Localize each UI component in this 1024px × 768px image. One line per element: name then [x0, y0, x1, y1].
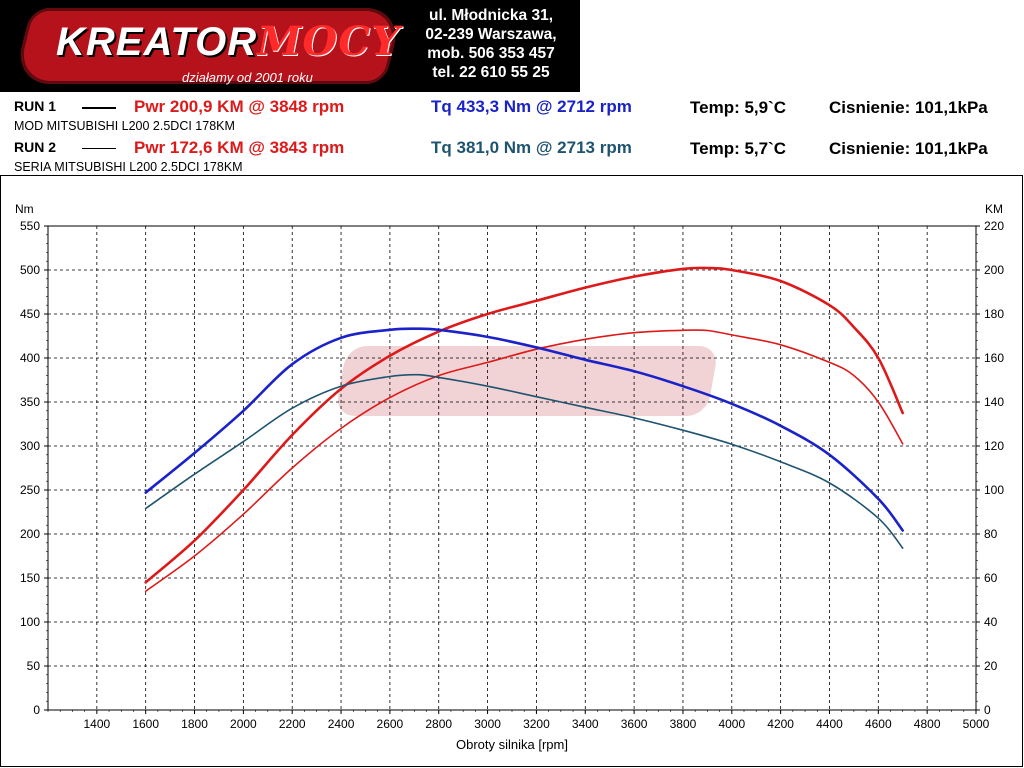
x-tick-label: 5000 [963, 717, 990, 731]
y-left-tick-label: 200 [20, 527, 40, 541]
run1-pwr: Pwr 200,9 KM @ 3848 rpm [134, 97, 345, 116]
run1-label: RUN 1 [14, 98, 57, 114]
y-left-tick-label: 500 [20, 263, 40, 277]
y-left-tick-label: 150 [20, 571, 40, 585]
pwr-run1-curve [144, 266, 904, 584]
run2-temp: Temp: 5,7`C [690, 139, 787, 158]
y-right-tick-label: 120 [984, 439, 1004, 453]
right-axis-unit: KM [985, 202, 1003, 216]
run2-pwr: Pwr 172,6 KM @ 3843 rpm [134, 138, 345, 157]
tq-run2-curve [144, 373, 904, 549]
x-tick-label: 2400 [328, 717, 355, 731]
logo-tagline: działamy od 2001 roku [182, 70, 313, 85]
x-tick-label: 4200 [767, 717, 794, 731]
x-tick-label: 4600 [865, 717, 892, 731]
x-tick-label: 3600 [621, 717, 648, 731]
y-right-tick-label: 40 [984, 615, 998, 629]
y-left-tick-label: 550 [20, 219, 40, 233]
x-tick-label: 3800 [670, 717, 697, 731]
run2-pressure: Cisnienie: 101,1kPa [829, 139, 988, 158]
chart-series [144, 266, 904, 592]
left-axis-unit: Nm [15, 202, 34, 216]
y-right-tick-label: 60 [984, 571, 998, 585]
y-right-tick-label: 20 [984, 659, 998, 673]
y-right-tick-label: 140 [984, 395, 1004, 409]
chart-axes: 1400 1600 1800 2000 2200 2400 2600 2800 3000 3200… [20, 219, 1004, 731]
logo-text: KREATORMOCY [56, 18, 401, 65]
x-tick-label: 1800 [181, 717, 208, 731]
x-tick-label: 2200 [279, 717, 306, 731]
run1-desc: MOD MITSUBISHI L200 2.5DCI 178KM [14, 119, 235, 133]
y-right-tick-label: 200 [984, 263, 1004, 277]
address-line: 02-239 Warszawa, [425, 26, 557, 43]
y-right-tick-label: 220 [984, 219, 1004, 233]
address-block: ul. Młodnicka 31, 02-239 Warszawa, mob. … [404, 6, 578, 82]
x-tick-label: 1600 [132, 717, 159, 731]
chart-grid [47, 225, 977, 711]
x-axis-label: Obroty silnika [rpm] [456, 737, 568, 752]
y-left-tick-label: 400 [20, 351, 40, 365]
logo-banner: KREATORMOCY działamy od 2001 roku ul. Mł… [0, 0, 580, 92]
plot-area [47, 225, 977, 711]
x-tick-label: 4000 [718, 717, 745, 731]
pwr-run2-curve [144, 329, 904, 592]
y-right-tick-label: 180 [984, 307, 1004, 321]
run2-legend-line [82, 148, 116, 149]
watermark [337, 346, 716, 416]
run1-legend-line [82, 107, 116, 109]
x-tick-label: 3200 [523, 717, 550, 731]
address-line: mob. 506 353 457 [427, 45, 555, 62]
y-right-tick-label: 100 [984, 483, 1004, 497]
tq-run1-curve [144, 327, 904, 532]
run2-tq: Tq 381,0 Nm @ 2713 rpm [431, 138, 632, 157]
y-right-tick-label: 0 [984, 703, 991, 717]
logo-text-b: MOCY [257, 18, 401, 65]
y-left-tick-label: 300 [20, 439, 40, 453]
y-left-tick-label: 250 [20, 483, 40, 497]
run2-desc: SERIA MITSUBISHI L200 2.5DCI 178KM [14, 160, 243, 174]
x-tick-label: 3000 [474, 717, 501, 731]
y-left-tick-label: 50 [27, 659, 41, 673]
x-tick-label: 4800 [914, 717, 941, 731]
x-tick-label: 2000 [230, 717, 257, 731]
y-left-tick-label: 350 [20, 395, 40, 409]
address-line: ul. Młodnicka 31, [428, 7, 554, 24]
run1-tq: Tq 433,3 Nm @ 2712 rpm [431, 97, 632, 116]
x-tick-label: 4400 [816, 717, 843, 731]
y-left-tick-label: 450 [20, 307, 40, 321]
y-right-tick-label: 80 [984, 527, 998, 541]
logo-text-a: KREATOR [56, 20, 258, 64]
run1-temp: Temp: 5,9`C [690, 98, 787, 117]
x-tick-label: 2800 [425, 717, 452, 731]
address-line: tel. 22 610 55 25 [432, 64, 550, 81]
y-left-tick-label: 100 [20, 615, 40, 629]
chart-border [0, 175, 1023, 767]
y-left-tick-label: 0 [33, 703, 40, 717]
x-tick-label: 3400 [572, 717, 599, 731]
run2-label: RUN 2 [14, 139, 57, 155]
run1-pressure: Cisnienie: 101,1kPa [829, 98, 988, 117]
x-tick-label: 1400 [83, 717, 110, 731]
y-right-tick-label: 160 [984, 351, 1004, 365]
x-tick-label: 2600 [377, 717, 404, 731]
